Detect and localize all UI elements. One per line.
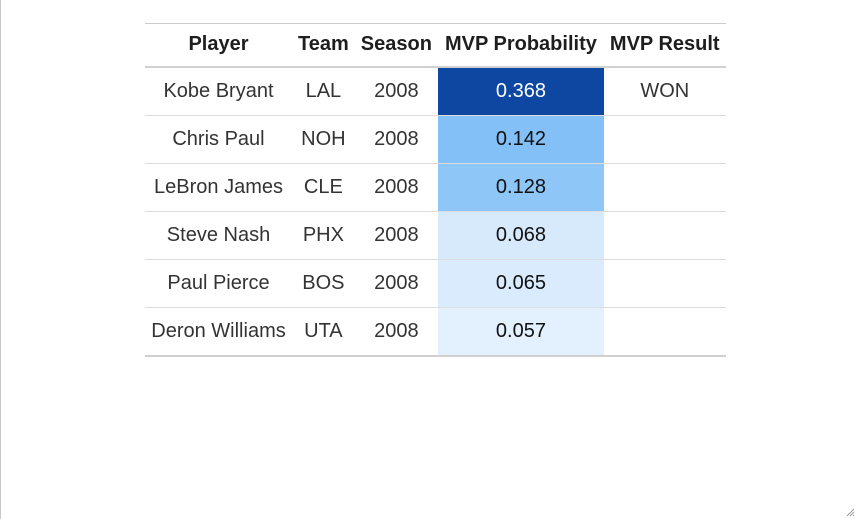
table-row: Paul Pierce BOS 2008 0.065: [145, 259, 726, 308]
header-player[interactable]: Player: [145, 23, 292, 68]
cell-mvp-probability: 0.142: [437, 115, 604, 164]
cell-mvp-probability: 0.128: [437, 163, 604, 212]
cell-mvp-probability: 0.065: [437, 259, 604, 308]
cell-player: LeBron James: [145, 163, 292, 212]
cell-mvp-result: [603, 307, 726, 357]
header-team[interactable]: Team: [292, 23, 355, 68]
resize-grip-icon[interactable]: [845, 507, 855, 517]
cell-team: LAL: [292, 66, 355, 116]
cell-mvp-probability: 0.068: [437, 211, 604, 260]
cell-player: Kobe Bryant: [145, 66, 292, 116]
cell-mvp-result: [603, 115, 726, 164]
cell-mvp-probability: 0.368: [437, 66, 604, 116]
cell-team: PHX: [292, 211, 355, 260]
header-mvp-probability[interactable]: MVP Probability: [437, 23, 604, 68]
table-row: Kobe Bryant LAL 2008 0.368 WON: [145, 66, 726, 116]
header-season[interactable]: Season: [354, 23, 438, 68]
cell-team: CLE: [292, 163, 355, 212]
cell-mvp-probability: 0.057: [437, 307, 604, 357]
header-mvp-result[interactable]: MVP Result: [603, 23, 726, 68]
table-row: LeBron James CLE 2008 0.128: [145, 163, 726, 212]
cell-season: 2008: [354, 307, 438, 357]
cell-mvp-result: [603, 259, 726, 308]
cell-season: 2008: [354, 115, 438, 164]
cell-player: Steve Nash: [145, 211, 292, 260]
cell-mvp-result: WON: [603, 66, 726, 116]
table-row: Steve Nash PHX 2008 0.068: [145, 211, 726, 260]
cell-season: 2008: [354, 211, 438, 260]
cell-season: 2008: [354, 163, 438, 212]
cell-player: Paul Pierce: [145, 259, 292, 308]
mvp-table: Player Team Season MVP Probability MVP R…: [145, 23, 726, 357]
table-row: Chris Paul NOH 2008 0.142: [145, 115, 726, 164]
cell-player: Deron Williams: [145, 307, 292, 357]
cell-mvp-result: [603, 163, 726, 212]
cell-season: 2008: [354, 259, 438, 308]
cell-player: Chris Paul: [145, 115, 292, 164]
cell-mvp-result: [603, 211, 726, 260]
cell-season: 2008: [354, 66, 438, 116]
cell-team: UTA: [292, 307, 355, 357]
table-row: Deron Williams UTA 2008 0.057: [145, 307, 726, 357]
table-body: Kobe Bryant LAL 2008 0.368 WON Chris Pau…: [145, 66, 726, 357]
cell-team: BOS: [292, 259, 355, 308]
table-header: Player Team Season MVP Probability MVP R…: [145, 23, 726, 68]
cell-team: NOH: [292, 115, 355, 164]
header-row: Player Team Season MVP Probability MVP R…: [145, 23, 726, 68]
